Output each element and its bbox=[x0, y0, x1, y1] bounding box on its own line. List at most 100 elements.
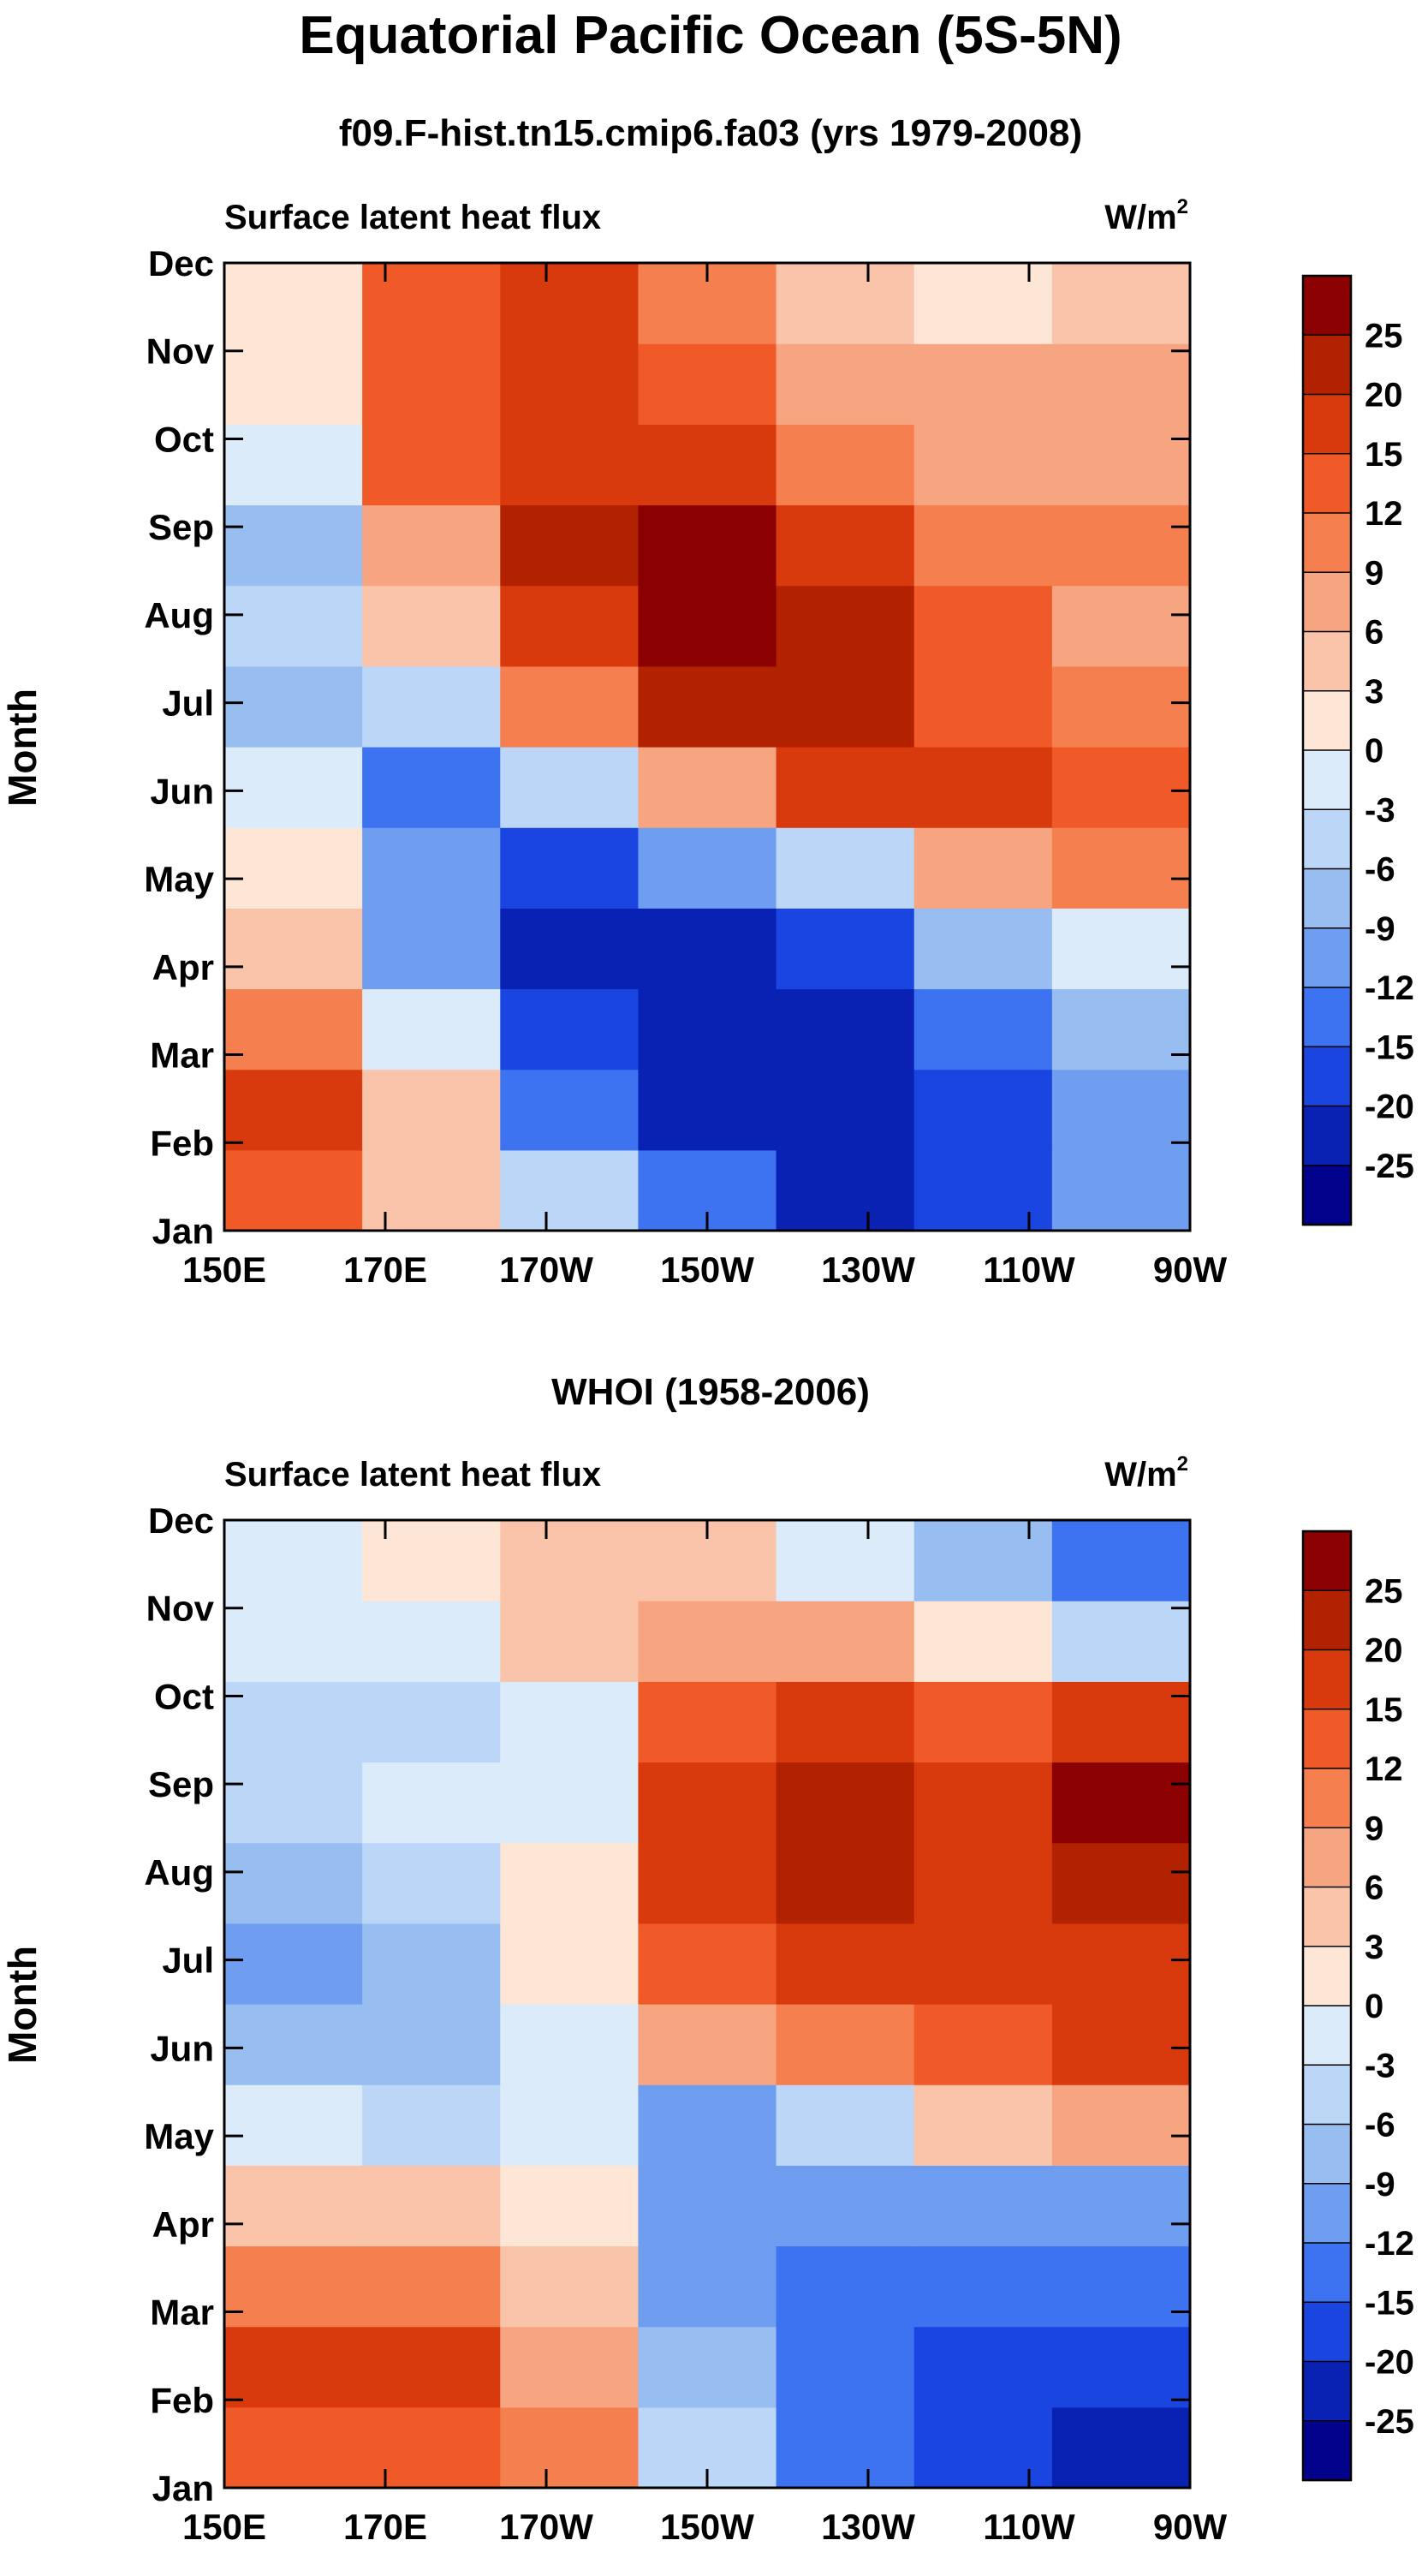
y-tick-label: Feb bbox=[150, 2380, 214, 2420]
heatmap-cell bbox=[776, 504, 915, 587]
heatmap-cell bbox=[362, 263, 501, 344]
colorbar-box bbox=[1302, 2301, 1352, 2363]
heatmap-cell bbox=[913, 1762, 1053, 1844]
colorbar-box bbox=[1302, 987, 1352, 1048]
heatmap-cell bbox=[776, 2004, 915, 2085]
heatmap-cell bbox=[500, 1842, 640, 1924]
panel-1-plot: Jan Feb Mar Apr May Jun Jul Aug Sep Oct Nov Dec 150E… bbox=[144, 243, 1227, 1290]
heatmap-cell bbox=[362, 665, 501, 748]
heatmap-cell bbox=[1051, 2326, 1191, 2408]
heatmap-cell bbox=[500, 343, 640, 425]
heatmap-cell bbox=[638, 665, 777, 748]
heatmap-cell bbox=[500, 908, 640, 990]
heatmap-cell bbox=[224, 1069, 363, 1151]
colorbar-box bbox=[1302, 2242, 1352, 2304]
panel-2-title: WHOI (1958-2006) bbox=[551, 1371, 870, 1413]
colorbar-label: -6 bbox=[1365, 2107, 1395, 2144]
colorbar-label: 3 bbox=[1365, 673, 1383, 711]
heatmap-cell bbox=[500, 1681, 640, 1763]
colorbar-label: -15 bbox=[1365, 1029, 1414, 1066]
colorbar-label: 6 bbox=[1365, 1869, 1383, 1907]
y-tick-label: Sep bbox=[148, 1764, 214, 1804]
heatmap-cell bbox=[224, 2326, 363, 2408]
y-tick-label: Oct bbox=[154, 1676, 214, 1716]
heatmap-cell bbox=[362, 504, 501, 587]
heatmap-cell bbox=[1051, 1520, 1191, 1601]
panel-2-colorbar: 25 20 15 12 9 6 3 0 -3 -6 -9 -12 -15 -20 -25 bbox=[1301, 1530, 1414, 2482]
heatmap-cell bbox=[1051, 2406, 1191, 2489]
colorbar-box bbox=[1302, 927, 1352, 989]
heatmap-cell bbox=[362, 585, 501, 667]
heatmap-cell bbox=[1051, 1149, 1191, 1231]
heatmap-cell bbox=[224, 263, 363, 344]
x-tick-label: 170E bbox=[343, 1249, 427, 1290]
heatmap-cell bbox=[1051, 343, 1191, 425]
heatmap-cell bbox=[500, 2084, 640, 2166]
heatmap-cell bbox=[500, 827, 640, 909]
heatmap-cell bbox=[500, 2406, 640, 2489]
panel-2-units: W/m2 bbox=[1104, 1452, 1188, 1494]
heatmap-cell bbox=[913, 1601, 1053, 1682]
colorbar-box bbox=[1302, 868, 1352, 929]
heatmap-cell bbox=[776, 988, 915, 1070]
heatmap-cell bbox=[776, 1601, 915, 1682]
heatmap-cell bbox=[776, 2406, 915, 2489]
x-tick-label: 150W bbox=[660, 2507, 754, 2547]
panel-2: WHOI (1958-2006) Surface latent heat flu… bbox=[0, 1371, 1414, 2547]
heatmap-cell bbox=[224, 908, 363, 990]
heatmap-cell bbox=[500, 1520, 640, 1601]
panel-2-plot: Jan Feb Mar Apr May Jun Jul Aug Sep Oct Nov Dec 150E… bbox=[144, 1500, 1227, 2547]
heatmap-cell bbox=[1051, 1842, 1191, 1924]
y-tick-label: Mar bbox=[150, 1035, 214, 1076]
y-tick-label: Aug bbox=[144, 1852, 214, 1893]
y-tick-label: Oct bbox=[154, 419, 214, 459]
heatmap-cell bbox=[776, 1923, 915, 2005]
y-tick-label: Apr bbox=[152, 2204, 214, 2245]
colorbar-box bbox=[1302, 1046, 1352, 1107]
colorbar-box bbox=[1302, 808, 1352, 870]
x-tick-label: 170W bbox=[499, 1249, 593, 1290]
colorbar-label: -6 bbox=[1365, 851, 1395, 889]
heatmap-cell bbox=[913, 1681, 1053, 1763]
heatmap-cell bbox=[1051, 988, 1191, 1070]
heatmap-cell bbox=[224, 988, 363, 1070]
heatmap-cell bbox=[776, 263, 915, 344]
heatmap-cell bbox=[1051, 1923, 1191, 2005]
heatmap-cell bbox=[1051, 2245, 1191, 2328]
colorbar-box bbox=[1302, 2064, 1352, 2126]
panel-2-ylabel: Month bbox=[0, 1946, 45, 2064]
x-tick-label: 150E bbox=[182, 1249, 266, 1290]
colorbar-box bbox=[1302, 2420, 1352, 2482]
heatmap-cell bbox=[224, 1601, 363, 1682]
y-tick-label: Nov bbox=[146, 1589, 215, 1629]
heatmap-cell bbox=[224, 424, 363, 506]
heatmap-cell bbox=[362, 424, 501, 506]
heatmap-cell bbox=[1051, 2004, 1191, 2085]
colorbar-label: 15 bbox=[1365, 1691, 1403, 1729]
colorbar-label: 12 bbox=[1365, 1750, 1403, 1788]
y-tick-label: Jun bbox=[150, 2028, 214, 2068]
colorbar-box bbox=[1302, 2183, 1352, 2245]
colorbar-box bbox=[1302, 2005, 1352, 2066]
heatmap-cell bbox=[638, 827, 777, 909]
heatmap-cell bbox=[224, 747, 363, 828]
heatmap-cell bbox=[224, 1681, 363, 1763]
heatmap-cell bbox=[1051, 2165, 1191, 2247]
heatmap-cell bbox=[362, 1069, 501, 1151]
colorbar-box bbox=[1302, 1946, 1352, 2007]
heatmap-cell bbox=[224, 2084, 363, 2166]
y-tick-label: Jun bbox=[150, 771, 214, 811]
heatmap-cell bbox=[776, 2245, 915, 2328]
heatmap-cell bbox=[913, 504, 1053, 587]
panel-2-variable-label: Surface latent heat flux bbox=[224, 1456, 601, 1494]
heatmap-cell bbox=[913, 2406, 1053, 2489]
heatmap-cell bbox=[913, 2245, 1053, 2328]
heatmap-cell bbox=[500, 263, 640, 344]
heatmap-cell bbox=[1051, 263, 1191, 344]
heatmap-cell bbox=[913, 343, 1053, 425]
colorbar-label: -20 bbox=[1365, 2344, 1414, 2382]
x-tick-label: 130W bbox=[821, 1249, 915, 1290]
heatmap-cell bbox=[500, 1069, 640, 1151]
heatmap-cell bbox=[638, 1923, 777, 2005]
heatmap-cell bbox=[500, 1601, 640, 1682]
